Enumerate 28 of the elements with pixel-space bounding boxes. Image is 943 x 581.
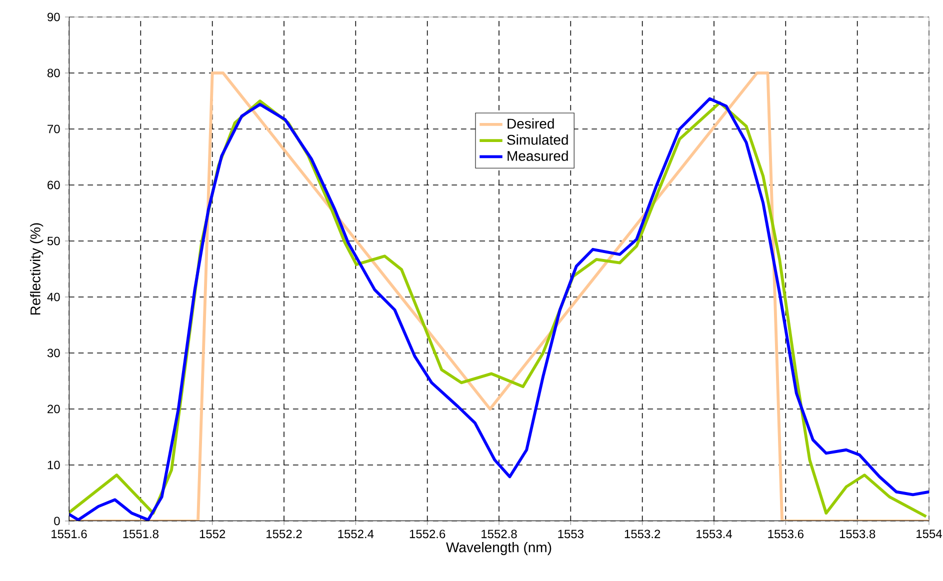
x-tick-label: 1552.2: [266, 530, 302, 538]
x-tick-label: 1553.2: [624, 530, 660, 538]
x-tick-label: 1551.8: [123, 530, 158, 538]
x-tick-label: 1552.6: [410, 530, 446, 538]
x-tick-label: 1553.8: [840, 530, 876, 538]
y-tick-label: 50: [47, 236, 60, 246]
y-axis-title: Reflectivity (%): [30, 223, 44, 315]
y-tick-label: 10: [48, 460, 60, 470]
y-tick-label: 90: [48, 12, 60, 22]
y-tick-label: 0: [54, 516, 60, 526]
x-tick-label: 1551.6: [52, 530, 87, 538]
y-tick-label: 30: [47, 348, 60, 358]
legend-label: Desired: [508, 118, 554, 129]
x-tick-label: 1552: [200, 530, 226, 538]
x-tick-label: 1553: [558, 530, 584, 538]
y-tick-label: 70: [48, 124, 60, 134]
legend-label: Simulated: [507, 134, 568, 145]
y-tick-label: 80: [47, 68, 60, 78]
legend-label: Measured: [508, 150, 568, 161]
y-tick-label: 40: [47, 292, 60, 302]
x-tick-label: 1552.8: [482, 530, 517, 538]
y-tick-label: 20: [48, 404, 60, 414]
x-tick-label: 1553.4: [696, 530, 732, 538]
x-tick-label: 1552.4: [338, 530, 374, 538]
y-tick-label: 60: [48, 180, 60, 190]
x-tick-label: 1553.6: [768, 530, 804, 538]
x-axis-title: Wavelength (nm): [446, 542, 552, 556]
x-tick-label: 1554: [916, 530, 942, 538]
